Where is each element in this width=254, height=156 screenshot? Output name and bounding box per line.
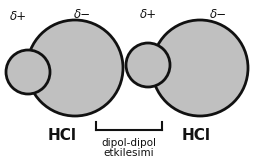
Circle shape bbox=[27, 20, 123, 116]
Text: etkileşimi: etkileşimi bbox=[104, 148, 154, 156]
Text: δ−: δ− bbox=[73, 8, 91, 21]
Text: HCl: HCl bbox=[182, 128, 211, 143]
Text: HCl: HCl bbox=[47, 128, 76, 143]
Circle shape bbox=[126, 43, 170, 87]
Text: dipol-dipol: dipol-dipol bbox=[102, 138, 156, 148]
Circle shape bbox=[152, 20, 248, 116]
Text: δ+: δ+ bbox=[139, 8, 156, 21]
Circle shape bbox=[6, 50, 50, 94]
Text: δ+: δ+ bbox=[9, 10, 27, 23]
Text: δ−: δ− bbox=[210, 8, 227, 21]
